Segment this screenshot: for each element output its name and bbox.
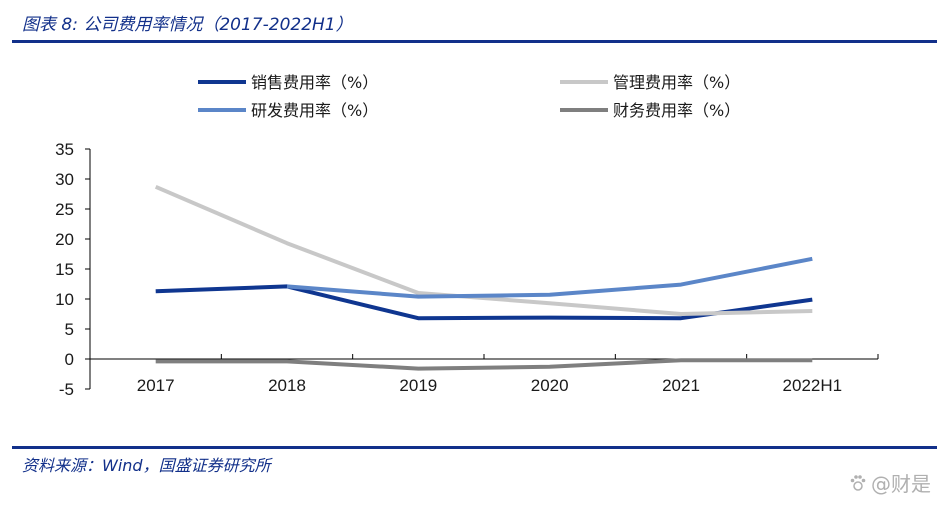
x-tick-label: 2021 [662, 376, 700, 395]
top-divider [12, 40, 937, 43]
y-tick-label: -5 [59, 380, 74, 399]
y-tick-label: 35 [55, 140, 74, 159]
y-tick-label: 5 [65, 320, 74, 339]
y-tick-label: 0 [65, 350, 74, 369]
watermark-text: @财是 [871, 472, 931, 496]
series-line-2 [154, 184, 813, 316]
x-tick-label: 2019 [399, 376, 437, 395]
paw-icon [850, 474, 866, 491]
x-tick-label: 2020 [531, 376, 569, 395]
legend-label: 管理费用率（%） [613, 73, 740, 92]
line-chart: 销售费用率（%） 管理费用率（%） 研发费用率（%） 财务费用率（%） 35 30 25 2… [55, 73, 879, 399]
watermark: @财是 [849, 468, 931, 497]
series-line-3 [286, 256, 813, 299]
legend-label: 销售费用率（%） [251, 73, 378, 92]
series-line-4 [155, 358, 813, 371]
y-tick-label: 20 [55, 230, 74, 249]
y-tick-label: 25 [55, 200, 74, 219]
y-tick-label: 15 [55, 260, 74, 279]
legend-label: 财务费用率（%） [613, 101, 740, 120]
source-note: 资料来源：Wind，国盛证券研究所 [22, 456, 271, 475]
y-tick-label: 10 [55, 290, 74, 309]
legend-label: 研发费用率（%） [251, 101, 378, 120]
figure-title: 图表 8: 公司费用率情况（2017-2022H1） [22, 15, 353, 35]
x-axis: 2017 2018 2019 2020 2021 2022H1 [89, 354, 879, 395]
bottom-divider [12, 446, 937, 449]
y-tick-label: 30 [55, 170, 74, 189]
x-tick-label: 2017 [137, 376, 175, 395]
x-tick-label: 2018 [268, 376, 306, 395]
series-lines [154, 184, 813, 371]
y-axis: 35 30 25 20 15 10 5 0 -5 [55, 140, 91, 399]
legend: 销售费用率（%） 管理费用率（%） 研发费用率（%） 财务费用率（%） [198, 73, 740, 120]
x-tick-label: 2022H1 [783, 376, 843, 395]
